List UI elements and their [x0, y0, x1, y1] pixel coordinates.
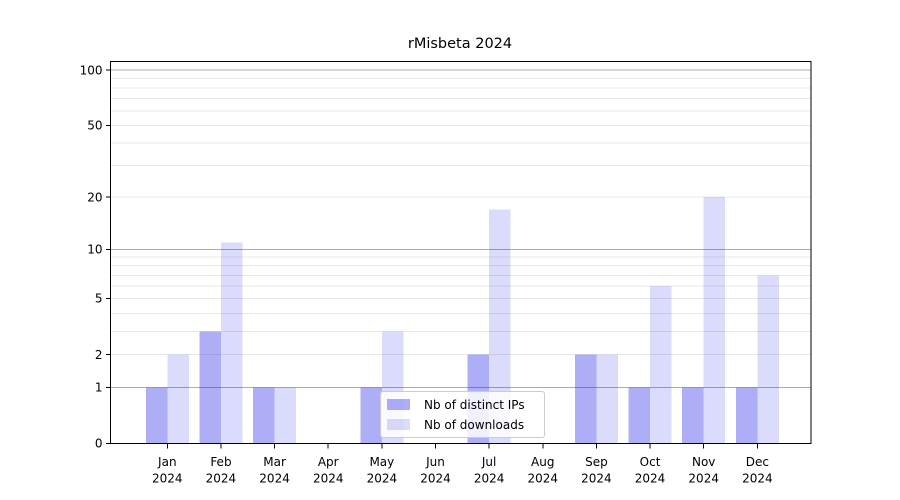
- x-tick-label-apr: Apr 2024: [313, 455, 344, 486]
- bar-distinct-ips-sep: [574, 354, 597, 444]
- legend-label-downloads: Nb of downloads: [424, 417, 525, 432]
- bar-downloads-mar: [274, 387, 297, 444]
- bar-distinct-ips-dec: [735, 387, 758, 444]
- bar-downloads-dec: [757, 275, 779, 444]
- x-tick-label-dec: Dec 2024: [742, 455, 773, 486]
- bar-downloads-feb: [220, 242, 243, 444]
- y-tick-label: 1: [95, 381, 103, 395]
- bar-downloads-oct: [650, 286, 672, 444]
- legend-row-distinct-ips: Nb of distinct IPs: [387, 397, 544, 413]
- y-tick-label: 20: [87, 190, 102, 204]
- y-tick-label: 50: [87, 119, 102, 133]
- y-tick-label: 2: [95, 348, 103, 362]
- plot-frame: [109, 60, 812, 445]
- legend-label-distinct-ips: Nb of distinct IPs: [424, 397, 525, 412]
- x-tick-label-mar: Mar 2024: [259, 455, 290, 486]
- legend-row-downloads: Nb of downloads: [387, 417, 544, 433]
- x-tick-label-jul: Jul 2024: [474, 455, 505, 486]
- x-tick-label-oct: Oct 2024: [635, 455, 666, 486]
- y-tick-label: 10: [87, 243, 102, 257]
- bar-distinct-ips-oct: [628, 387, 651, 444]
- bar-distinct-ips-nov: [682, 387, 704, 444]
- y-tick-label: 100: [80, 63, 103, 77]
- bar-distinct-ips-feb: [199, 331, 221, 444]
- bar-distinct-ips-may: [360, 387, 382, 444]
- bar-downloads-sep: [596, 354, 618, 444]
- bar-downloads-jul: [489, 209, 511, 444]
- bar-downloads-jan: [167, 354, 189, 444]
- x-tick-label-may: May 2024: [367, 455, 398, 486]
- legend-swatch-downloads: [387, 418, 410, 431]
- chart-title: rMisbeta 2024: [407, 36, 513, 52]
- x-tick-label-feb: Feb 2024: [206, 455, 237, 486]
- y-tick-label: 0: [95, 437, 103, 451]
- y-tick-label: 5: [95, 292, 103, 306]
- x-tick-label-nov: Nov 2024: [688, 455, 719, 486]
- x-tick-label-jun: Jun 2024: [420, 455, 451, 486]
- bar-distinct-ips-mar: [253, 387, 275, 444]
- x-tick-label-jan: Jan 2024: [152, 455, 183, 486]
- bar-downloads-nov: [703, 197, 726, 444]
- legend: Nb of distinct IPs Nb of downloads: [380, 391, 545, 438]
- bar-distinct-ips-jan: [145, 387, 168, 444]
- x-tick-label-sep: Sep 2024: [581, 455, 612, 486]
- x-tick-label-aug: Aug 2024: [528, 455, 559, 486]
- legend-swatch-distinct-ips: [387, 398, 410, 411]
